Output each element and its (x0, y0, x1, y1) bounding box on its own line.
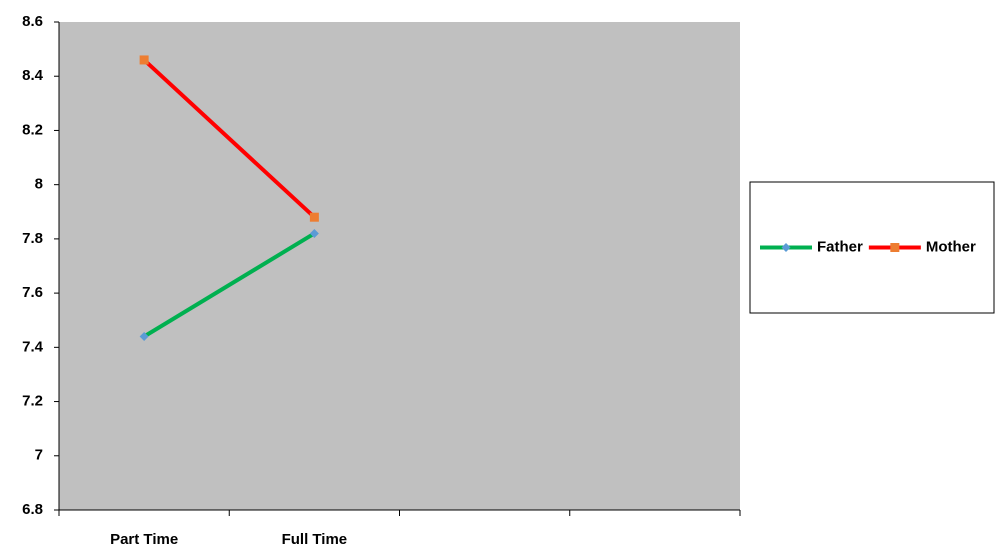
y-tick-label: 7 (35, 447, 43, 464)
marker (139, 55, 149, 65)
y-tick-label: 8.2 (22, 121, 43, 138)
series-line (143, 231, 316, 339)
y-tick-label: 7.4 (22, 338, 44, 355)
y-tick-label: 7.2 (22, 393, 43, 410)
marker (139, 331, 149, 341)
y-tick-label: 8 (35, 176, 43, 193)
marker (781, 243, 791, 252)
marker (890, 243, 900, 252)
marker (309, 228, 319, 238)
y-tick-label: 7.6 (22, 284, 43, 301)
plot-area (59, 22, 740, 510)
y-tick-label: 8.6 (22, 13, 43, 30)
marker (309, 212, 319, 222)
y-tick-label: 8.4 (22, 67, 44, 84)
legend-label: Father (817, 238, 863, 255)
series-line (142, 58, 316, 219)
y-tick-label: 7.8 (22, 230, 43, 247)
legend: Father Mother (749, 181, 995, 314)
legend-label: Mother (926, 238, 976, 255)
y-tick-label: 6.8 (22, 501, 43, 518)
x-tick-label: Part Time (110, 531, 178, 548)
x-tick-label: Full Time (282, 531, 348, 548)
